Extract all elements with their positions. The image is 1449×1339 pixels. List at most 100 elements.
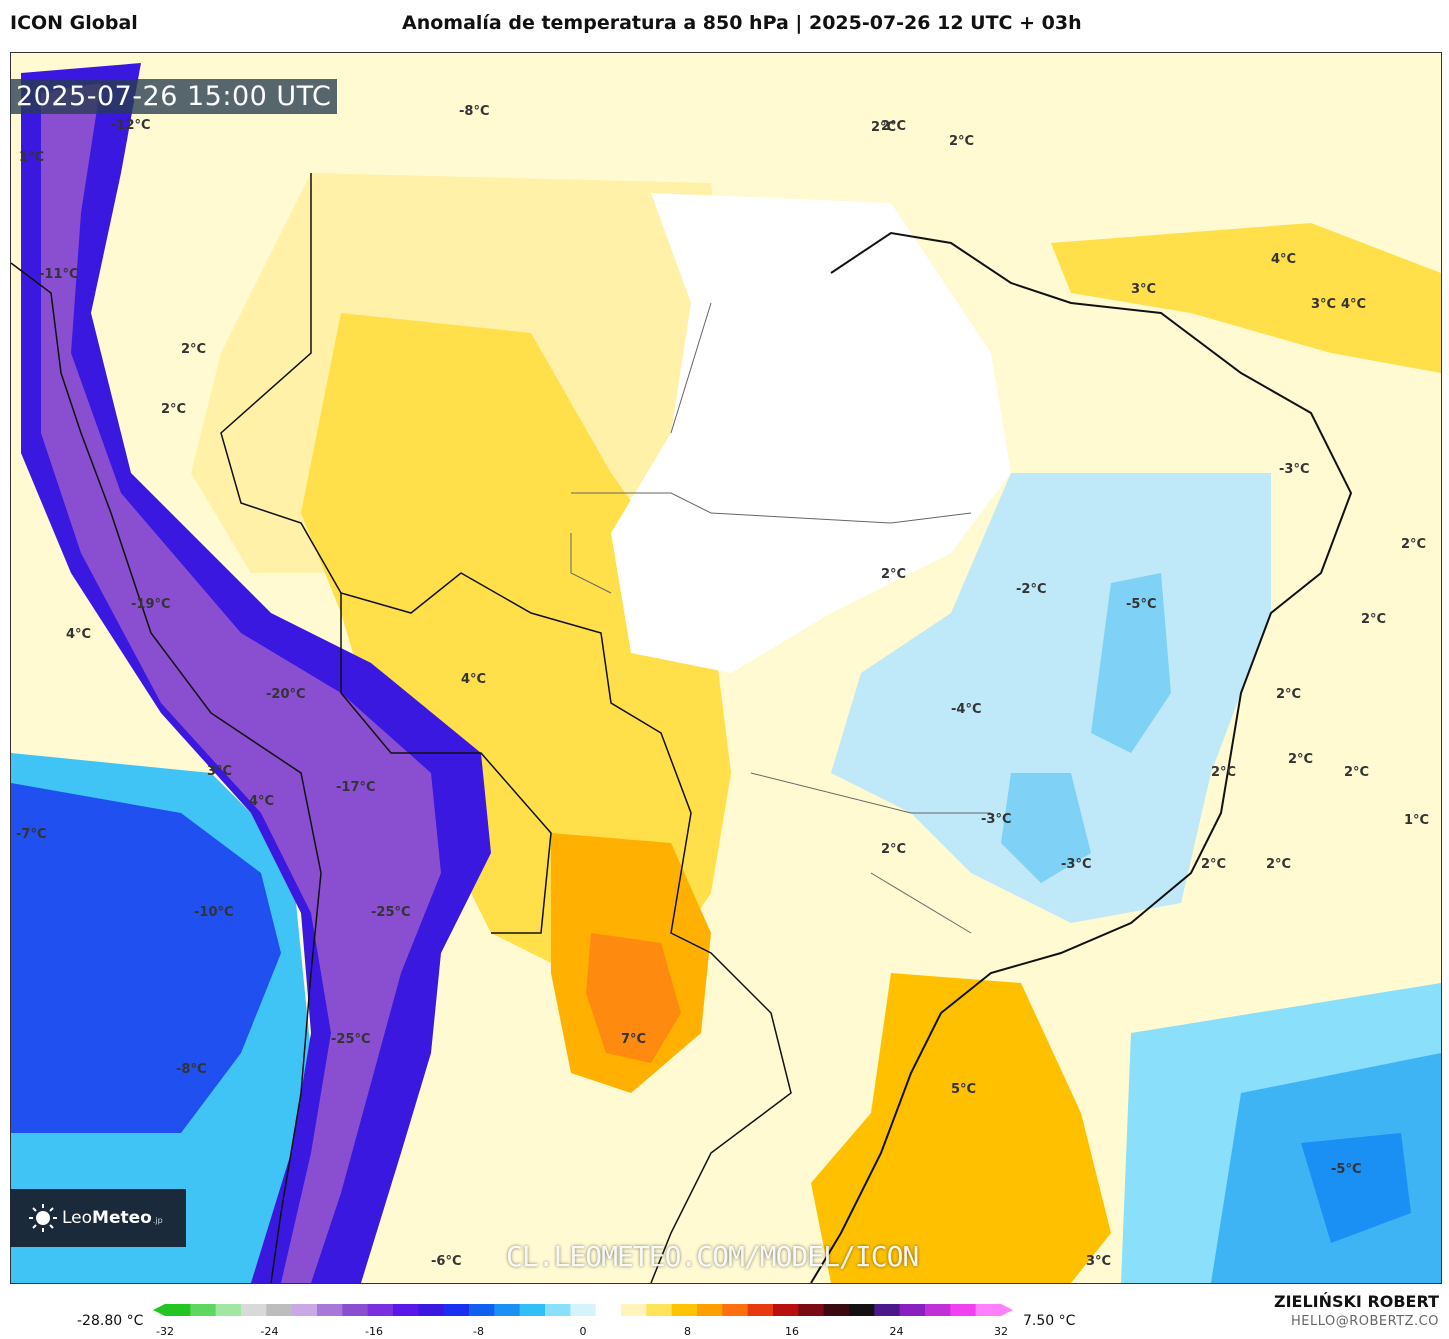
anomaly-band-atlantic-orange [811,973,1111,1283]
logo-text: LeoMeteo.jp [62,1208,163,1228]
contour-label: 2°C [181,342,206,357]
colorbar-segment [393,1304,419,1316]
colorbar-segment [849,1304,875,1316]
contour-label: 2°C [1201,857,1226,872]
colorbar-segment [595,1304,622,1316]
source-watermark: CL.LEOMETEO.COM/MODEL/ICON [506,1240,919,1273]
colorbar-segment [545,1304,571,1316]
sun-icon [28,1203,58,1233]
colorbar-segment [215,1304,242,1316]
colorbar-segment [975,1304,1002,1316]
anomaly-map: -8°C -12°C 1°C 2°C 2°C -11°C 2°C 2°C 2°C 3°C 4°C 3°… [10,52,1442,1284]
country-border-2 [340,593,552,934]
contour-label: -8°C [459,104,489,119]
colorbar-min-arrow [153,1304,165,1316]
contour-label: -19°C [131,597,171,612]
contour-label: 5°C [951,1082,976,1097]
anomaly-band-white [611,193,1011,673]
contour-label: 2°C [1344,765,1369,780]
contour-label: 3°C [207,764,232,779]
contour-label: 2°C [871,120,896,135]
anomaly-band-yellow [301,313,731,973]
coastline [810,231,1353,1283]
contour-label: -6°C [431,1254,461,1269]
contour-label: -3°C [1061,857,1091,872]
contour-label: 2°C [881,567,906,582]
contour-label: -11°C [39,267,79,282]
contour-label: 2°C [1361,612,1386,627]
colorbar-segment [899,1304,926,1316]
contour-label: -12°C [111,118,151,133]
colorbar-max-arrow [1001,1304,1013,1316]
colorbar-segment [950,1304,977,1316]
contour-label: 2°C [881,842,906,857]
colorbar-segment [418,1304,445,1316]
contour-label: -7°C [16,827,46,842]
colorbar-tick-label: -8 [473,1325,484,1338]
colorbar-min-label: -28.80 °C [77,1313,144,1329]
colorbar-segment [165,1304,191,1316]
contour-label: -2°C [1016,582,1046,597]
model-name: ICON Global [10,12,138,34]
colorbar-segment [342,1304,369,1316]
colorbar-segment [925,1304,951,1316]
anomaly-band-blue [1091,573,1171,753]
contour-label: 4°C [1271,252,1296,267]
colorbar-segment [798,1304,825,1316]
state-border [570,302,991,934]
colorbar-tick-label: 0 [579,1325,587,1338]
contour-label: -5°C [1331,1162,1361,1177]
contour-label: 1°C [19,150,44,165]
colorbar-segment [874,1304,901,1316]
contour-label: -25°C [371,905,411,920]
colorbar-segment [494,1304,521,1316]
contour-label: -8°C [176,1062,206,1077]
colorbar-tick-label: 8 [684,1325,691,1338]
contour-label: 3°C [1086,1254,1111,1269]
author-email: HELLO@ROBERTZ.CO [1290,1314,1439,1329]
colorbar-segment [317,1304,343,1316]
contour-label: -3°C [1279,462,1309,477]
colorbar-segment [443,1304,470,1316]
colorbar-segment [519,1304,546,1316]
colorbar-segment [697,1304,723,1316]
colorbar-segment [747,1304,774,1316]
author-credit: ZIELIŃSKI ROBERT [1273,1292,1439,1311]
anomaly-band-south-atlantic-deep [1301,1133,1411,1243]
colorbar-tick-label: -32 [156,1325,174,1338]
colorbar-tick-label: 16 [785,1325,799,1338]
contour-label: 1°C [1404,813,1429,828]
contour-label: -3°C [981,812,1011,827]
contour-label: 2°C [1276,687,1301,702]
colorbar-segment [367,1304,394,1316]
colorbar [153,1304,1013,1316]
colorbar-segment [190,1304,217,1316]
map-canvas: -8°C -12°C 1°C 2°C 2°C -11°C 2°C 2°C 2°C 3°C 4°C 3°… [11,63,1441,1283]
anomaly-band-dark-orange [586,933,681,1063]
anomaly-band-north-yellow [1051,223,1441,373]
contour-label: -17°C [336,780,376,795]
leometeo-logo: LeoMeteo.jp [10,1189,186,1247]
anomaly-band-blue-2 [1001,773,1091,883]
contour-label: 4°C [66,627,91,642]
colorbar-segment [266,1304,293,1316]
anomaly-band-andes-purple [41,83,441,1283]
colorbar-segment [469,1304,495,1316]
contour-label: -5°C [1126,597,1156,612]
country-border [220,173,792,1283]
colorbar-segment [621,1304,647,1316]
contour-label: 7°C [621,1032,646,1047]
valid-time-badge: 2025-07-26 15:00 UTC [10,79,338,114]
contour-label: -4°C [951,702,981,717]
pacific-coast [11,262,322,1283]
contour-label: 3°C [1311,297,1336,312]
contour-label: -10°C [194,905,234,920]
colorbar-segment [570,1304,597,1316]
contour-label: 2°C [1266,857,1291,872]
colorbar-tick-label: 24 [889,1325,904,1338]
contour-label: 2°C [1401,537,1426,552]
contour-label: 2°C [949,134,974,149]
contour-label: 4°C [249,794,274,809]
contour-label: -25°C [331,1032,371,1047]
colorbar-segment [241,1304,267,1316]
